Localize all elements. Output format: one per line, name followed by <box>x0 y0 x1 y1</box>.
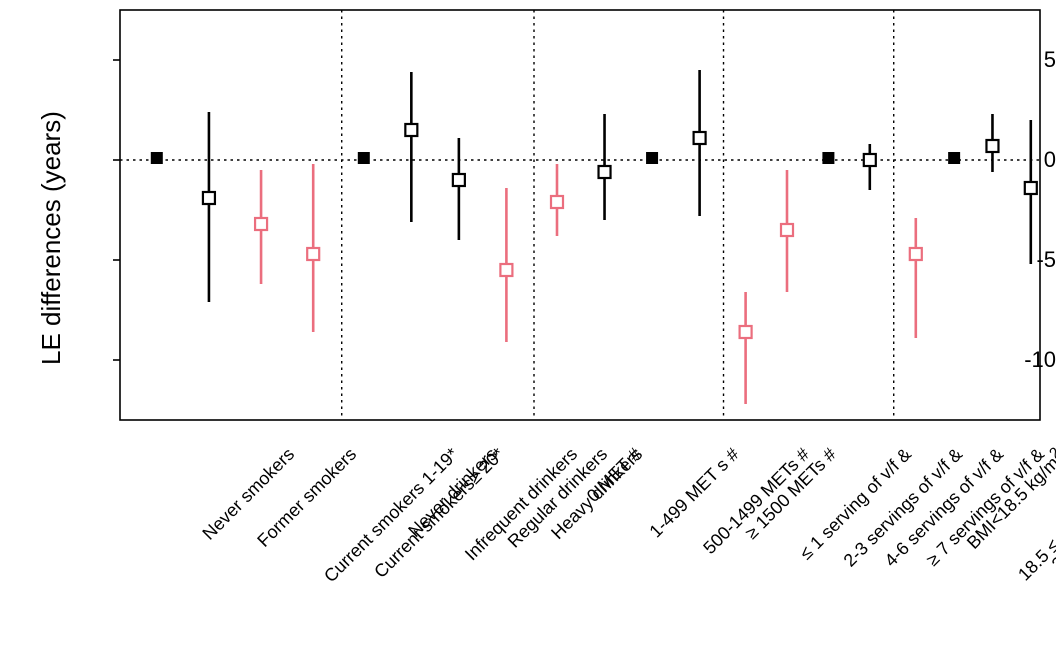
y-tick-label: -10 <box>951 347 1056 373</box>
point-marker <box>740 326 752 338</box>
point-marker <box>694 132 706 144</box>
point-marker <box>151 152 163 164</box>
point-marker <box>203 192 215 204</box>
y-axis-title: LE differences (years) <box>36 111 67 365</box>
point-marker <box>864 154 876 166</box>
point-marker <box>646 152 658 164</box>
point-marker <box>307 248 319 260</box>
point-marker <box>1025 182 1037 194</box>
point-marker <box>255 218 267 230</box>
y-tick-label: 0 <box>951 147 1056 173</box>
point-marker <box>781 224 793 236</box>
point-marker <box>453 174 465 186</box>
point-marker <box>822 152 834 164</box>
point-marker <box>910 248 922 260</box>
forest-plot: LE differences (years) 50-5-10 Never smo… <box>0 0 1056 669</box>
point-marker <box>599 166 611 178</box>
point-marker <box>500 264 512 276</box>
point-marker <box>551 196 563 208</box>
point-marker <box>358 152 370 164</box>
y-tick-label: -5 <box>951 247 1056 273</box>
plot-border <box>120 10 1040 420</box>
point-marker <box>405 124 417 136</box>
y-tick-label: 5 <box>951 47 1056 73</box>
